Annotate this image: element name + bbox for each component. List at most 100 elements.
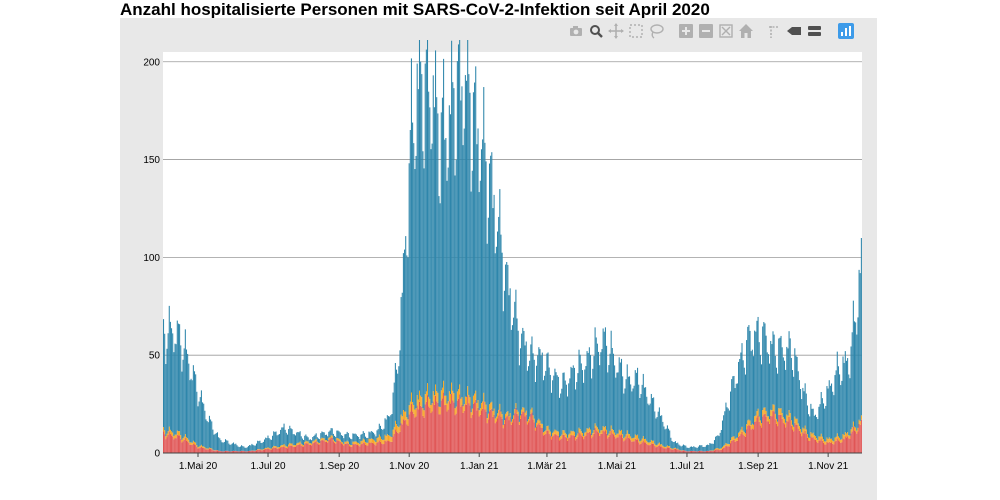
bar-orange[interactable] bbox=[466, 396, 468, 405]
bar-orange[interactable] bbox=[568, 434, 570, 439]
bar-red[interactable] bbox=[855, 431, 857, 453]
bar-blue[interactable] bbox=[681, 445, 683, 451]
bar-orange[interactable] bbox=[299, 441, 301, 444]
bar-blue[interactable] bbox=[562, 372, 564, 431]
bar-red[interactable] bbox=[234, 451, 236, 453]
bar-red[interactable] bbox=[803, 433, 805, 453]
bar-blue[interactable] bbox=[239, 446, 241, 452]
bar-red[interactable] bbox=[607, 438, 609, 453]
bar-blue[interactable] bbox=[785, 369, 787, 423]
bar-orange[interactable] bbox=[486, 418, 488, 424]
bar-orange[interactable] bbox=[818, 436, 820, 441]
bar-orange[interactable] bbox=[816, 438, 818, 442]
bar-blue[interactable] bbox=[624, 388, 626, 437]
bar-red[interactable] bbox=[266, 449, 268, 453]
bar-blue[interactable] bbox=[390, 415, 392, 437]
bar-blue[interactable] bbox=[625, 379, 627, 435]
bar-red[interactable] bbox=[700, 450, 702, 453]
bar-orange[interactable] bbox=[526, 421, 528, 425]
bar-blue[interactable] bbox=[685, 445, 687, 451]
bar-red[interactable] bbox=[235, 450, 237, 453]
bar-blue[interactable] bbox=[668, 428, 670, 446]
bar-red[interactable] bbox=[356, 445, 359, 453]
bar-blue[interactable] bbox=[558, 397, 561, 438]
bar-red[interactable] bbox=[443, 392, 445, 453]
bar-red[interactable] bbox=[549, 435, 551, 453]
bar-red[interactable] bbox=[497, 418, 499, 454]
bar-blue[interactable] bbox=[797, 371, 799, 424]
bar-orange[interactable] bbox=[712, 450, 714, 452]
bar-blue[interactable] bbox=[744, 374, 746, 434]
bar-blue[interactable] bbox=[499, 189, 501, 404]
bar-red[interactable] bbox=[610, 430, 612, 453]
bar-blue[interactable] bbox=[479, 180, 481, 409]
bar-blue[interactable] bbox=[836, 351, 838, 434]
bar-blue[interactable] bbox=[400, 297, 402, 415]
bar-blue[interactable] bbox=[175, 344, 177, 435]
bar-red[interactable] bbox=[501, 418, 503, 453]
bar-blue[interactable] bbox=[688, 447, 690, 452]
bar-blue[interactable] bbox=[379, 425, 381, 437]
bar-blue[interactable] bbox=[340, 435, 342, 442]
bar-orange[interactable] bbox=[736, 437, 738, 441]
bar-red[interactable] bbox=[211, 449, 213, 453]
bar-orange[interactable] bbox=[193, 441, 196, 445]
bar-red[interactable] bbox=[163, 431, 165, 453]
bar-orange[interactable] bbox=[783, 418, 786, 425]
bar-blue[interactable] bbox=[171, 328, 173, 432]
bar-blue[interactable] bbox=[449, 114, 452, 395]
bar-red[interactable] bbox=[859, 424, 861, 453]
bar-red[interactable] bbox=[307, 443, 309, 453]
bar-blue[interactable] bbox=[593, 356, 595, 431]
bar-blue[interactable] bbox=[243, 446, 245, 451]
bar-orange[interactable] bbox=[472, 395, 474, 404]
bar-orange[interactable] bbox=[516, 409, 518, 414]
bar-blue[interactable] bbox=[645, 387, 647, 439]
bar-red[interactable] bbox=[429, 407, 431, 453]
bar-blue[interactable] bbox=[738, 361, 740, 433]
bar-blue[interactable] bbox=[619, 362, 621, 431]
bar-blue[interactable] bbox=[385, 419, 387, 436]
bar-blue[interactable] bbox=[206, 421, 208, 449]
bar-blue[interactable] bbox=[626, 364, 628, 431]
bar-red[interactable] bbox=[635, 439, 637, 453]
bar-red[interactable] bbox=[237, 451, 239, 453]
bar-red[interactable] bbox=[570, 435, 572, 453]
bar-red[interactable] bbox=[567, 440, 569, 453]
bar-red[interactable] bbox=[850, 433, 852, 453]
bar-red[interactable] bbox=[284, 447, 286, 453]
bar-blue[interactable] bbox=[303, 439, 305, 446]
bar-orange[interactable] bbox=[837, 436, 839, 441]
bar-blue[interactable] bbox=[441, 97, 443, 388]
bar-blue[interactable] bbox=[329, 430, 331, 438]
bar-red[interactable] bbox=[841, 442, 843, 453]
bar-red[interactable] bbox=[631, 441, 633, 453]
bar-blue[interactable] bbox=[478, 192, 480, 411]
bar-red[interactable] bbox=[418, 401, 421, 453]
bar-red[interactable] bbox=[491, 408, 493, 453]
bar-red[interactable] bbox=[350, 446, 352, 453]
bar-orange[interactable] bbox=[643, 439, 645, 443]
bar-orange[interactable] bbox=[470, 412, 472, 419]
bar-orange[interactable] bbox=[288, 444, 290, 447]
bar-blue[interactable] bbox=[199, 397, 201, 446]
bar-orange[interactable] bbox=[280, 445, 282, 448]
bar-red[interactable] bbox=[708, 451, 710, 453]
bar-blue[interactable] bbox=[834, 375, 836, 438]
bar-orange[interactable] bbox=[653, 440, 655, 444]
bar-red[interactable] bbox=[693, 450, 695, 453]
bar-blue[interactable] bbox=[808, 414, 810, 438]
bar-orange[interactable] bbox=[556, 431, 558, 436]
bar-orange[interactable] bbox=[187, 438, 189, 442]
bar-orange[interactable] bbox=[572, 430, 574, 436]
bar-blue[interactable] bbox=[657, 411, 659, 444]
bar-blue[interactable] bbox=[773, 334, 775, 405]
bar-orange[interactable] bbox=[664, 447, 666, 449]
bar-orange[interactable] bbox=[273, 445, 275, 448]
bar-orange[interactable] bbox=[384, 434, 386, 441]
bar-red[interactable] bbox=[391, 441, 393, 453]
bar-red[interactable] bbox=[518, 424, 520, 453]
bar-red[interactable] bbox=[173, 439, 175, 453]
bar-orange[interactable] bbox=[394, 420, 396, 430]
bar-orange[interactable] bbox=[368, 438, 370, 443]
